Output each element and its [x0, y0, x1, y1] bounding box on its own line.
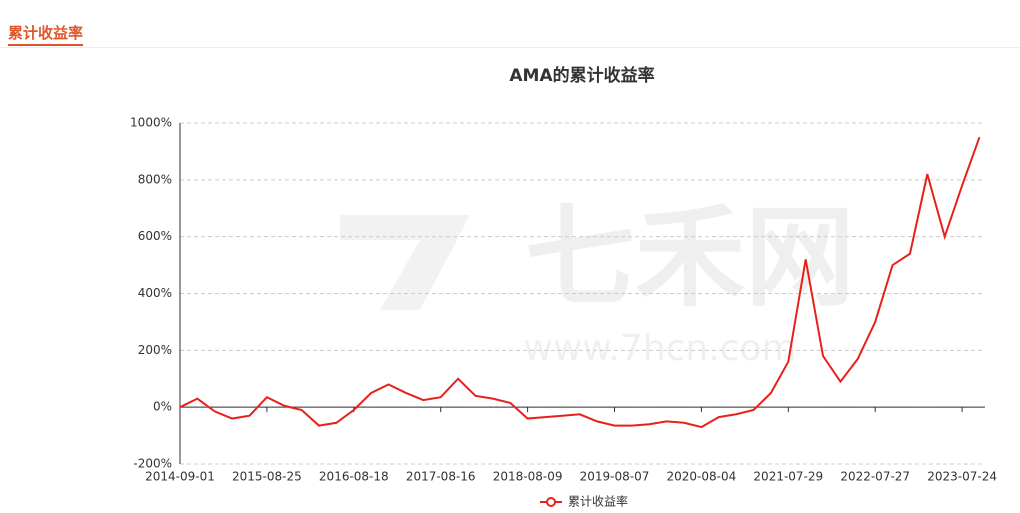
y-tick-label: 0%: [153, 400, 172, 414]
y-tick-label: -200%: [133, 457, 172, 471]
divider: [0, 47, 1020, 48]
data-line: [179, 136, 981, 429]
x-tick-label: 2019-08-07: [580, 470, 650, 484]
y-tick-label: 200%: [138, 343, 172, 357]
x-tick-label: 2014-09-01: [145, 470, 215, 484]
legend-label: 累计收益率: [568, 494, 628, 509]
chart-title: AMA的累计收益率: [509, 65, 654, 86]
x-tick-label: 2018-08-09: [493, 470, 563, 484]
legend-marker: [546, 497, 556, 507]
y-tick-label: 400%: [138, 286, 172, 300]
x-tick-label: 2015-08-25: [232, 470, 302, 484]
y-tick-label: 600%: [138, 229, 172, 243]
y-tick-label: 1000%: [130, 116, 172, 130]
x-tick-label: 2020-08-04: [667, 470, 737, 484]
x-tick-label: 2023-07-24: [927, 470, 997, 484]
tab-title[interactable]: 累计收益率: [8, 22, 84, 46]
watermark-text: 七禾网: [525, 193, 855, 321]
x-tick-label: 2021-07-29: [753, 470, 823, 484]
x-tick-label: 2016-08-18: [319, 470, 389, 484]
watermark-url: www.7hcn.com: [523, 328, 796, 369]
x-tick-label: 2017-08-16: [406, 470, 476, 484]
x-tick-label: 2022-07-27: [840, 470, 910, 484]
watermark-logo: [340, 215, 470, 310]
y-tick-label: 800%: [138, 172, 172, 186]
